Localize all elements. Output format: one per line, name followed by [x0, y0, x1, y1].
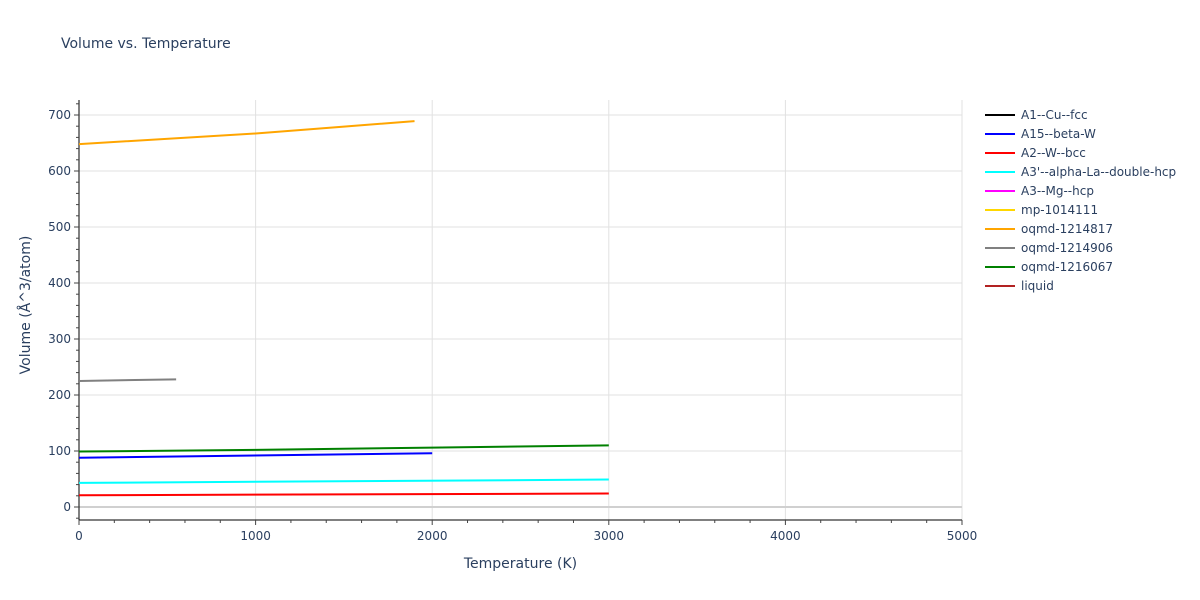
legend-label: liquid	[1021, 278, 1054, 293]
legend-label: oqmd-1214906	[1021, 240, 1114, 255]
legend-line-icon	[985, 246, 1015, 249]
legend-item[interactable]: liquid	[985, 276, 1176, 295]
series-line-A3'--alpha-La--double-hcp[interactable]	[78, 478, 609, 484]
y-tick-label: 300	[48, 332, 71, 346]
legend-line-icon	[985, 132, 1015, 135]
series-line-A2--W--bcc[interactable]	[78, 492, 609, 497]
legend-line-icon	[985, 189, 1015, 192]
legend-line-icon	[985, 265, 1015, 268]
legend-line-icon	[985, 151, 1015, 154]
x-axis-title: Temperature (K)	[463, 556, 577, 572]
x-tick-label: 3000	[594, 529, 625, 543]
x-tick-label: 0	[75, 529, 83, 543]
series-line-oqmd-1216067[interactable]	[78, 444, 609, 453]
legend-label: mp-1014111	[1021, 202, 1099, 217]
y-tick-label: 200	[48, 388, 71, 402]
legend-line-icon	[985, 284, 1015, 287]
x-tick-label: 2000	[417, 529, 448, 543]
legend-item[interactable]: A3--Mg--hcp	[985, 181, 1176, 200]
legend-line-icon	[985, 227, 1015, 230]
legend-item[interactable]: A2--W--bcc	[985, 143, 1176, 162]
x-tick-label: 5000	[947, 529, 978, 543]
y-tick-label: 500	[48, 220, 71, 234]
y-tick-label: 400	[48, 276, 71, 290]
legend-line-icon	[985, 208, 1015, 211]
chart-title: Volume vs. Temperature	[61, 36, 231, 52]
legend-item[interactable]: A1--Cu--fcc	[985, 105, 1176, 124]
legend-line-icon	[985, 113, 1015, 116]
legend-label: A2--W--bcc	[1021, 145, 1086, 160]
legend: A1--Cu--fcc A15--beta-W A2--W--bcc A3'--alp…	[985, 105, 1176, 295]
series-line-oqmd-1214906[interactable]	[78, 378, 177, 382]
y-tick-label: 0	[63, 500, 71, 514]
legend-item[interactable]: oqmd-1214906	[985, 238, 1176, 257]
legend-line-icon	[985, 170, 1015, 173]
legend-label: A15--beta-W	[1021, 126, 1096, 141]
y-tick-label: 600	[48, 164, 71, 178]
y-tick-label: 700	[48, 108, 71, 122]
legend-item[interactable]: A15--beta-W	[985, 124, 1176, 143]
y-axis-title: Volume (Å^3/atom)	[17, 236, 34, 375]
x-tick-label: 4000	[770, 529, 801, 543]
series-line-oqmd-1214817[interactable]	[78, 120, 415, 146]
legend-item[interactable]: A3'--alpha-La--double-hcp	[985, 162, 1176, 181]
y-tick-label: 100	[48, 444, 71, 458]
legend-item[interactable]: oqmd-1216067	[985, 257, 1176, 276]
legend-item[interactable]: oqmd-1214817	[985, 219, 1176, 238]
legend-item[interactable]: mp-1014111	[985, 200, 1176, 219]
legend-label: A3--Mg--hcp	[1021, 183, 1094, 198]
x-tick-label: 1000	[240, 529, 271, 543]
legend-label: A3'--alpha-La--double-hcp	[1021, 164, 1177, 179]
series-line-A15--beta-W[interactable]	[78, 452, 433, 459]
legend-label: A1--Cu--fcc	[1021, 107, 1088, 122]
legend-label: oqmd-1216067	[1021, 259, 1114, 274]
legend-label: oqmd-1214817	[1021, 221, 1114, 236]
